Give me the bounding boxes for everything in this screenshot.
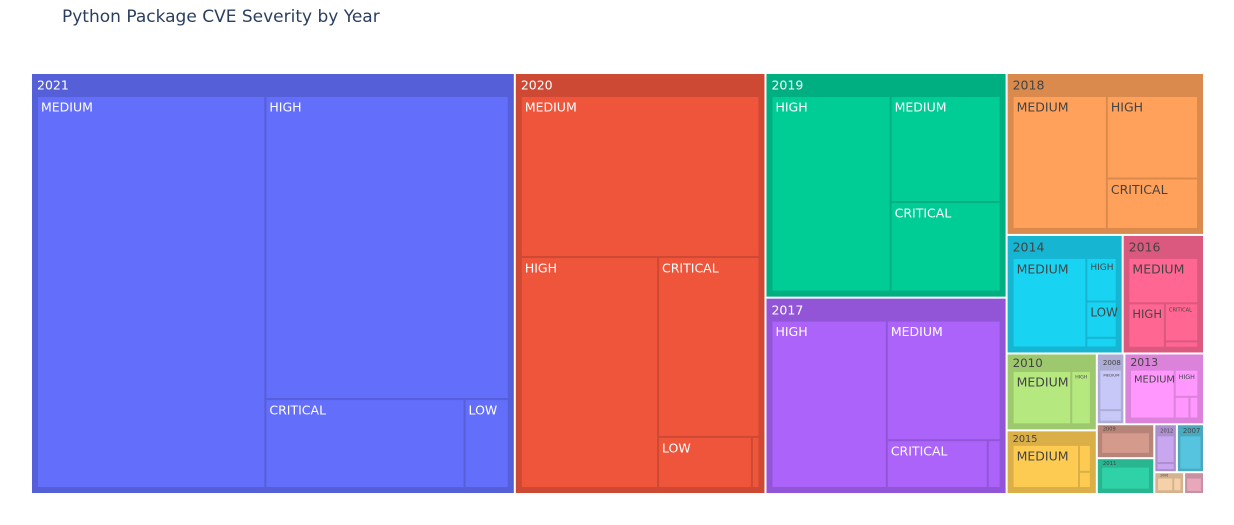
severity-medium-tile[interactable] [521,97,759,256]
severity-label: CRITICAL [269,403,326,418]
severity-critical-tile[interactable] [1107,179,1197,228]
year-label: 2018 [1013,78,1045,93]
severity-label: MEDIUM [1134,374,1175,385]
severity-high-tile[interactable] [521,257,658,487]
year-label: 2010 [1013,356,1043,370]
year-label: 2017 [771,302,803,317]
severity-medium-tile[interactable] [38,97,265,487]
severity-medium-tile[interactable] [1013,97,1106,228]
severity-other-tile[interactable] [1080,445,1090,471]
severity-label: MEDIUM [1103,373,1119,378]
severity-critical-tile[interactable] [266,400,464,487]
severity-low-tile[interactable] [465,400,508,487]
severity-low-tile[interactable] [1087,302,1116,337]
severity-medium-tile[interactable] [1100,370,1121,410]
severity-other-tile[interactable] [988,441,1000,487]
severity-other-tile[interactable] [1190,397,1198,418]
severity-other-tile[interactable] [1157,478,1173,491]
severity-label: HIGH [1132,307,1162,321]
severity-medium-tile[interactable] [891,97,1000,201]
severity-label: MEDIUM [1017,374,1069,389]
year-label: 2015 [1013,434,1038,445]
severity-high-tile[interactable] [772,97,890,291]
severity-other-tile[interactable] [1174,478,1181,491]
severity-medium-tile[interactable] [1013,258,1086,347]
severity-other-tile[interactable] [1102,467,1149,489]
year-label: 2011 [1103,461,1117,467]
severity-label: CRITICAL [662,260,719,275]
severity-label: CRITICAL [895,205,952,220]
year-label: 2019 [771,78,803,93]
severity-critical-tile[interactable] [887,441,987,487]
severity-other-tile[interactable] [1087,338,1116,347]
severity-critical-tile[interactable] [1165,304,1198,341]
severity-high-tile[interactable] [1129,304,1164,347]
severity-label: HIGH [525,260,557,275]
year-label: 2013 [1130,356,1158,369]
severity-label: CRITICAL [891,444,948,459]
severity-critical-tile[interactable] [891,202,1000,291]
severity-medium-tile[interactable] [1131,370,1174,418]
severity-other-tile[interactable] [1157,464,1174,469]
severity-other-tile[interactable] [1100,411,1121,421]
year-label: 2016 [1129,240,1161,255]
year-label: 2021 [37,78,69,93]
year-label: 2008 [1103,358,1122,367]
severity-high-tile[interactable] [772,321,886,487]
severity-high-tile[interactable] [1107,97,1197,178]
severity-label: MEDIUM [1017,448,1069,463]
severity-label: HIGH [269,100,301,115]
severity-label: LOW [1090,305,1118,319]
chart-title: Python Package CVE Severity by Year [62,7,380,27]
severity-other-tile[interactable] [1180,436,1201,469]
severity-high-tile[interactable] [1175,370,1198,396]
severity-label: MEDIUM [1017,261,1069,276]
severity-medium-tile[interactable] [887,321,1000,440]
severity-other-tile[interactable] [1080,472,1090,487]
year-label: 2014 [1013,240,1045,255]
severity-label: HIGH [1090,263,1113,273]
severity-high-tile[interactable] [1087,258,1116,301]
severity-medium-tile[interactable] [1013,445,1079,487]
severity-other-tile[interactable] [1102,433,1149,453]
severity-low-tile[interactable] [659,437,751,487]
year-label: 2012 [1160,428,1173,434]
severity-label: MEDIUM [525,100,577,115]
severity-label: MEDIUM [1017,100,1069,115]
severity-label: HIGH [775,100,807,115]
severity-medium-tile[interactable] [1157,436,1174,463]
severity-medium-tile[interactable] [1013,371,1071,424]
severity-other-tile[interactable] [752,437,759,487]
severity-label: MEDIUM [895,100,947,115]
severity-label: LOW [469,403,498,418]
severity-low-tile[interactable] [1165,342,1198,347]
year-label: 2020 [521,78,553,93]
severity-label: HIGH [1179,374,1195,381]
severity-other-tile[interactable] [1187,478,1201,491]
severity-label: MEDIUM [1132,261,1184,276]
year-label: 2007 [1183,427,1201,435]
severity-critical-tile[interactable] [659,257,759,436]
severity-label: HIGH [1111,100,1143,115]
severity-label: MEDIUM [891,324,943,339]
severity-label: CRITICAL [1111,182,1168,197]
year-label: 2009 [1103,427,1116,433]
severity-high-tile[interactable] [266,97,508,399]
severity-label: MEDIUM [41,100,93,115]
severity-high-tile[interactable] [1072,371,1090,424]
severity-label: LOW [662,440,691,455]
severity-label: HIGH [775,324,807,339]
severity-label: HIGH [1075,375,1087,381]
severity-other-tile[interactable] [1175,397,1189,418]
severity-medium-tile[interactable] [1129,258,1198,303]
severity-label: CRITICAL [1169,307,1192,313]
year-label: 2006 [1160,474,1168,478]
